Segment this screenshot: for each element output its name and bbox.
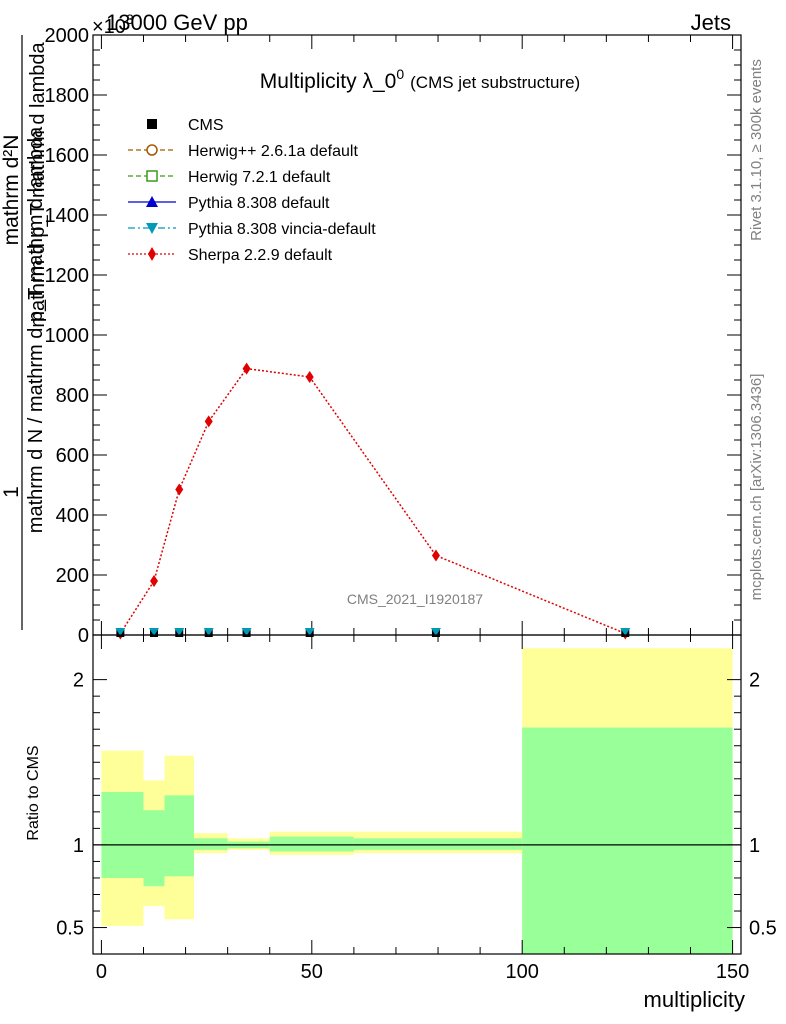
watermark: CMS_2021_I1920187 [347, 591, 483, 607]
sherpa-point [242, 362, 251, 375]
y-exponent: ×103 [92, 11, 134, 38]
sherpa-point [431, 549, 440, 562]
vincia-point [174, 628, 185, 636]
legend-marker [146, 223, 158, 234]
rivet-label: Rivet 3.1.10, ≥ 300k events [748, 59, 765, 241]
sherpa-point [204, 415, 213, 428]
legend-label: CMS [188, 117, 224, 134]
legend-entry: Pythia 8.308 vincia-default [128, 221, 376, 238]
ratio-band-green [522, 727, 733, 954]
main-ytick-label: 1200 [45, 265, 90, 287]
vincia-point [304, 628, 315, 636]
vincia-point [430, 628, 441, 636]
ratio-panel: 0.5 0.5 1 1 2 2 0 50 100 150 Ratio to CMS multipl… [25, 634, 777, 1012]
ratio-axes: 0.5 0.5 1 1 2 2 0 50 100 150 [56, 635, 777, 983]
main-ytick-label: 0 [78, 625, 89, 647]
legend-entry: Pythia 8.308 default [128, 195, 330, 212]
header-left: 13000 GeV pp [106, 10, 248, 35]
ratio-band-green [101, 792, 144, 878]
legend-entry: CMS [147, 117, 224, 134]
main-panel: 0 200 400 600 800 1000 1200 1400 1600 1800 2000 CM… [45, 25, 742, 647]
legend-marker [146, 144, 158, 156]
main-ytick-label: 800 [56, 385, 89, 407]
ratio-ytick-label: 0.5 [56, 918, 84, 940]
main-series [115, 362, 631, 640]
legend-marker [146, 170, 158, 182]
vincia-point [241, 628, 252, 636]
ratio-ytick-label-right: 0.5 [749, 918, 777, 940]
header-right: Jets [691, 10, 731, 35]
legend-label: Herwig++ 2.6.1a default [188, 143, 358, 160]
main-axes: 0 200 400 600 800 1000 1200 1400 1600 1800 2000 [45, 25, 741, 647]
main-ylabel: 1 mathrm d²N mathrm d N / mathrm d p_T m… [0, 35, 49, 630]
ratio-ytick-label: 1 [73, 835, 84, 857]
main-ytick-label: 1000 [45, 325, 90, 347]
ratio-bands [101, 648, 733, 954]
ratio-frame [92, 634, 742, 955]
ratio-xtick-label: 100 [506, 961, 539, 983]
legend-marker [146, 196, 158, 207]
main-ytick-label: 600 [56, 445, 89, 467]
ratio-ytick-label-right: 2 [749, 670, 760, 692]
legend-entry: Herwig++ 2.6.1a default [128, 143, 358, 160]
legend-label: Sherpa 2.2.9 default [188, 247, 333, 264]
ratio-band-green [143, 810, 165, 887]
legend-label: Pythia 8.308 vincia-default [188, 221, 376, 238]
sherpa-point [175, 483, 184, 496]
legend-entry: Herwig 7.2.1 default [128, 169, 331, 186]
main-ytick-label: 2000 [45, 25, 90, 47]
ratio-band-green [353, 838, 523, 850]
legend: CMS Herwig++ 2.6.1a default Herwig 7.2.1 d… [128, 117, 376, 264]
ylabel-frac-bottom: mathrm d p_T mathrm d lambda [27, 41, 49, 327]
main-ytick-label: 1800 [45, 85, 90, 107]
vincia-point [115, 628, 126, 636]
ratio-band-green [269, 836, 354, 852]
ratio-xtick-label: 0 [96, 961, 107, 983]
x-axis-label: multiplicity [644, 987, 745, 1012]
mcplots-label: mcplots.cern.ch [arXiv:1306.3436] [748, 374, 765, 601]
ratio-ylabel: Ratio to CMS [25, 745, 42, 840]
main-ytick-label: 1400 [45, 205, 90, 227]
chart-title: Multiplicity λ_00 (CMS jet substructure) [260, 66, 580, 93]
vincia-point [620, 628, 631, 636]
ratio-ytick-label-right: 1 [749, 835, 760, 857]
legend-marker [148, 247, 156, 261]
main-ytick-label: 1600 [45, 145, 90, 167]
vincia-point [203, 628, 214, 636]
ratio-band-green [193, 838, 228, 850]
ratio-band-green [164, 795, 194, 877]
sherpa-point [305, 371, 314, 383]
ylabel-numer: mathrm d N / mathrm d p_T mathrm d lambd… [25, 126, 47, 533]
legend-label: Herwig 7.2.1 default [188, 169, 331, 186]
ylabel-frac-top: mathrm d²N [0, 135, 23, 246]
vincia-point [149, 628, 160, 636]
ratio-ytick-label: 2 [73, 670, 84, 692]
main-ytick-label: 200 [56, 565, 89, 587]
main-ytick-label: 400 [56, 505, 89, 527]
legend-marker [147, 119, 157, 129]
ratio-xtick-label: 50 [301, 961, 323, 983]
ratio-xtick-label: 150 [716, 961, 749, 983]
sherpa-point [150, 575, 159, 587]
ylabel-top: 1 [0, 486, 23, 498]
legend-entry: Sherpa 2.2.9 default [128, 247, 333, 264]
legend-label: Pythia 8.308 default [188, 195, 330, 212]
